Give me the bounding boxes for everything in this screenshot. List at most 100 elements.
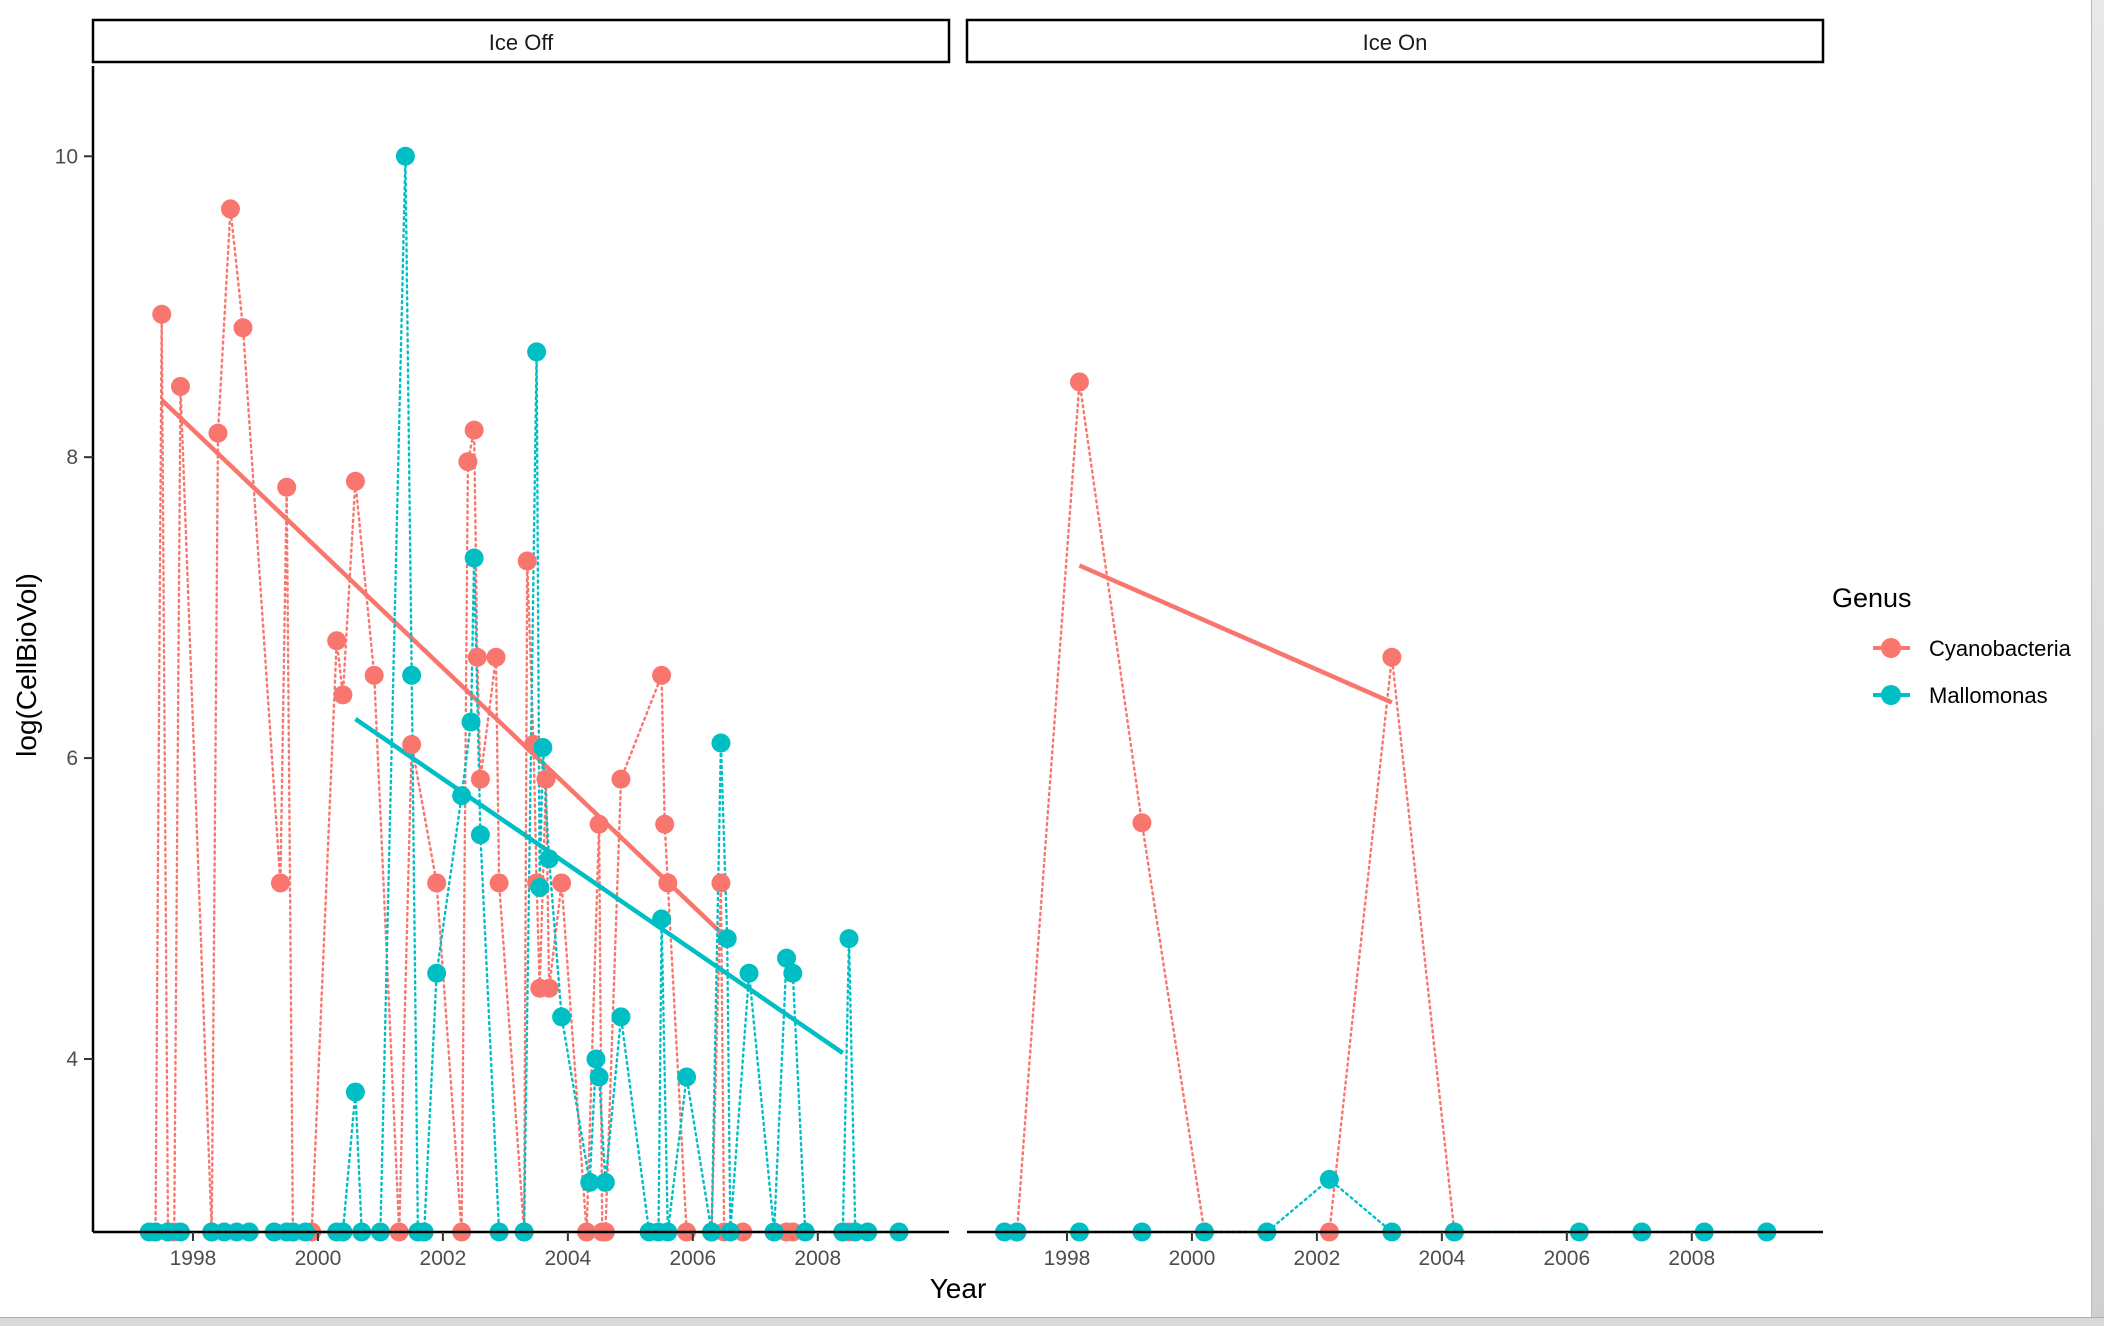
trend-line-ice-off-mallomonas — [354, 717, 845, 1055]
strip-label-ice-on: Ice On — [1363, 30, 1428, 55]
y-tick-label-6: 6 — [66, 747, 78, 770]
point-ice-off-cyanobacteria-13 — [327, 631, 347, 651]
point-ice-off-mallomonas-24 — [464, 548, 484, 568]
window-bottom-edge — [0, 1317, 2104, 1326]
point-ice-off-mallomonas-53 — [839, 929, 859, 949]
point-ice-off-mallomonas-28 — [527, 342, 547, 362]
x-tick-label-ice-off-2008: 2008 — [794, 1247, 841, 1270]
point-ice-off-mallomonas-22 — [452, 786, 472, 806]
point-ice-off-cyanobacteria-7 — [220, 199, 240, 219]
point-ice-off-cyanobacteria-23 — [467, 647, 487, 667]
y-tick-label-10: 10 — [55, 145, 78, 168]
point-ice-off-cyanobacteria-6 — [208, 423, 228, 443]
point-ice-off-cyanobacteria-14 — [333, 685, 353, 705]
x-tick-label-ice-off-2002: 2002 — [420, 1247, 467, 1270]
point-ice-off-mallomonas-45 — [717, 929, 737, 949]
point-ice-off-mallomonas-37 — [611, 1007, 631, 1027]
point-ice-off-cyanobacteria-19 — [427, 873, 447, 893]
point-ice-off-mallomonas-34 — [586, 1049, 606, 1069]
point-ice-off-cyanobacteria-22 — [464, 420, 484, 440]
point-ice-off-mallomonas-42 — [677, 1067, 697, 1087]
point-ice-on-cyanobacteria-2 — [1132, 813, 1152, 833]
marks-ice-on — [994, 372, 1777, 1242]
point-ice-off-mallomonas-47 — [739, 963, 759, 983]
x-tick-label-ice-on-2008: 2008 — [1668, 1247, 1715, 1270]
legend-key-point-mallomonas — [1881, 685, 1901, 705]
legend: Genus Cyanobacteria Mallomonas — [1832, 583, 2072, 708]
trend-line-ice-on-cyanobacteria — [1078, 563, 1393, 705]
point-ice-off-cyanobacteria-34 — [552, 873, 572, 893]
point-ice-off-cyanobacteria-40 — [652, 665, 672, 685]
point-ice-off-mallomonas-14 — [345, 1082, 365, 1102]
point-ice-off-cyanobacteria-25 — [486, 647, 506, 667]
point-ice-off-mallomonas-32 — [552, 1007, 572, 1027]
point-ice-off-mallomonas-44 — [711, 733, 731, 753]
point-ice-off-mallomonas-31 — [539, 849, 559, 869]
x-tick-label-ice-off-1998: 1998 — [170, 1247, 217, 1270]
x-tick-label-ice-off-2006: 2006 — [669, 1247, 716, 1270]
point-ice-off-cyanobacteria-28 — [517, 551, 537, 571]
point-ice-off-cyanobacteria-4 — [170, 376, 190, 396]
x-tick-label-ice-on-1998: 1998 — [1044, 1247, 1091, 1270]
x-tick-label-ice-on-2002: 2002 — [1294, 1247, 1341, 1270]
point-ice-off-cyanobacteria-8 — [233, 318, 253, 338]
marks-ice-off — [139, 146, 909, 1242]
y-axis-title: log(CellBioVol) — [11, 573, 42, 757]
point-ice-on-cyanobacteria-5 — [1382, 647, 1402, 667]
point-ice-off-cyanobacteria-24 — [470, 769, 490, 789]
legend-label-mallomonas: Mallomonas — [1929, 683, 2048, 708]
point-ice-off-mallomonas-30 — [533, 738, 553, 758]
point-ice-off-mallomonas-21 — [427, 963, 447, 983]
point-ice-off-cyanobacteria-39 — [611, 769, 631, 789]
legend-label-cyanobacteria: Cyanobacteria — [1929, 636, 2072, 661]
x-tick-label-ice-off-2000: 2000 — [295, 1247, 342, 1270]
point-ice-off-cyanobacteria-18 — [402, 735, 422, 755]
point-ice-off-mallomonas-18 — [402, 665, 422, 685]
point-ice-off-cyanobacteria-26 — [489, 873, 509, 893]
point-ice-off-mallomonas-50 — [783, 963, 803, 983]
point-ice-off-cyanobacteria-16 — [364, 665, 384, 685]
point-ice-off-cyanobacteria-9 — [270, 873, 290, 893]
window-edge — [2091, 0, 2104, 1326]
point-ice-off-mallomonas-23 — [461, 712, 481, 732]
point-ice-off-cyanobacteria-10 — [277, 477, 297, 497]
legend-title: Genus — [1832, 583, 1912, 613]
series-line-ice-off-cyanobacteria — [154, 208, 851, 1234]
point-ice-off-cyanobacteria-15 — [345, 471, 365, 491]
x-tick-label-ice-on-2004: 2004 — [1419, 1247, 1466, 1270]
strip-label-ice-off: Ice Off — [489, 30, 554, 55]
series-line-ice-on-mallomonas — [1003, 1177, 1769, 1234]
point-ice-off-mallomonas-36 — [595, 1172, 615, 1192]
point-ice-off-cyanobacteria-21 — [458, 452, 478, 472]
strip-ice-on — [965, 18, 1825, 64]
x-axis-ice-on: 1998 2000 2002 2004 2006 2008 — [967, 1230, 1823, 1270]
trend-line-ice-off-cyanobacteria — [160, 398, 732, 944]
point-ice-off-cyanobacteria-45 — [711, 873, 731, 893]
panel-ice-on: Ice On 1998 2000 2002 2004 2006 2008 — [965, 18, 1825, 1270]
point-ice-on-cyanobacteria-1 — [1069, 372, 1089, 392]
y-tick-label-8: 8 — [66, 446, 78, 469]
point-ice-off-cyanobacteria-32 — [536, 769, 556, 789]
point-ice-off-mallomonas-49 — [777, 948, 797, 968]
point-ice-off-mallomonas-17 — [395, 146, 415, 166]
legend-key-point-cyanobacteria — [1881, 638, 1901, 658]
point-ice-off-cyanobacteria-36 — [589, 814, 609, 834]
point-ice-off-mallomonas-25 — [470, 825, 490, 845]
legend-keys — [1873, 638, 1910, 705]
series-line-ice-on-cyanobacteria — [1015, 381, 1456, 1234]
point-ice-off-cyanobacteria-33 — [539, 978, 559, 998]
panel-ice-off: Ice Off 1998 2000 2002 2004 2006 2008 — [91, 18, 951, 1270]
x-axis-ice-off: 1998 2000 2002 2004 2006 2008 — [93, 1230, 949, 1270]
x-tick-label-ice-off-2004: 2004 — [545, 1247, 592, 1270]
point-ice-on-mallomonas-6 — [1319, 1169, 1339, 1189]
x-axis-title: Year — [930, 1273, 987, 1304]
point-ice-off-mallomonas-35 — [589, 1067, 609, 1087]
y-axis: 4 6 8 10 — [55, 66, 95, 1232]
point-ice-off-mallomonas-40 — [652, 909, 672, 929]
point-ice-off-mallomonas-33 — [580, 1172, 600, 1192]
point-ice-off-cyanobacteria-42 — [658, 873, 678, 893]
x-tick-label-ice-on-2000: 2000 — [1169, 1247, 1216, 1270]
point-ice-off-mallomonas-29 — [530, 877, 550, 897]
point-ice-off-cyanobacteria-1 — [152, 304, 172, 324]
